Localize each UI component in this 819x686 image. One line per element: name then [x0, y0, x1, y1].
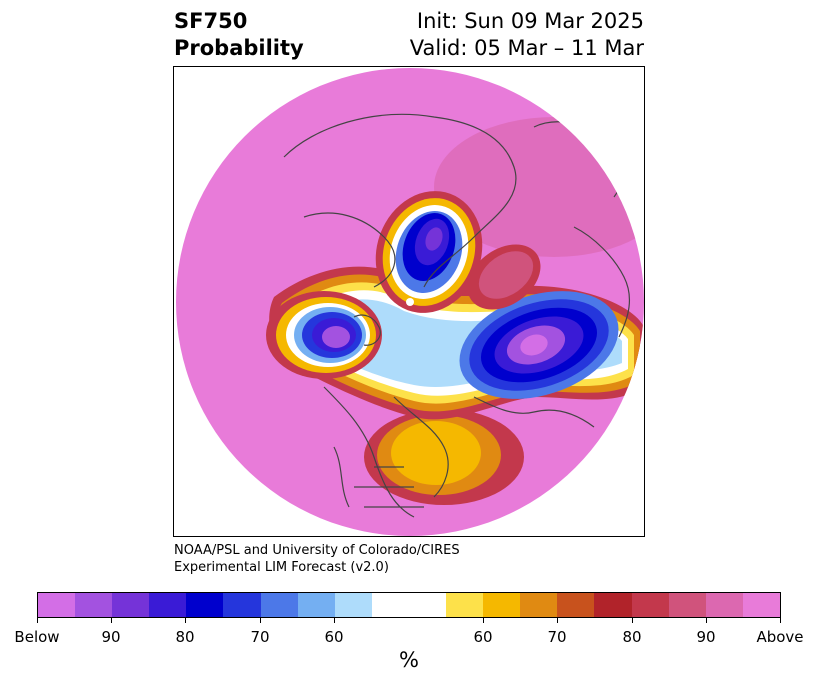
colorbar-swatch [446, 593, 484, 617]
north-pole-marker [406, 298, 414, 306]
colorbar-tick-mark [557, 618, 558, 623]
colorbar-swatch [408, 593, 447, 617]
valid-dates: Valid: 05 Mar – 11 Mar [409, 36, 644, 60]
colorbar-tick-mark [780, 618, 781, 623]
colorbar-swatch [149, 593, 187, 617]
colorbar-tick-mark [37, 618, 38, 623]
colorbar-swatch [260, 593, 298, 617]
colorbar-swatch [223, 593, 261, 617]
colorbar-swatch [371, 593, 409, 617]
colorbar-swatch [334, 593, 372, 617]
colorbar-swatch [631, 593, 669, 617]
credit-line-1: NOAA/PSL and University of Colorado/CIRE… [174, 543, 460, 558]
colorbar-swatch [705, 593, 743, 617]
colorbar-label: 70 [250, 628, 270, 646]
init-date: Init: Sun 09 Mar 2025 [416, 9, 644, 33]
credit-line-2: Experimental LIM Forecast (v2.0) [174, 560, 389, 575]
colorbar-swatch [594, 593, 632, 617]
colorbar-unit: % [399, 648, 419, 672]
below-region-arctic [375, 191, 483, 313]
colorbar-swatch [742, 593, 780, 617]
colorbar-label: 60 [324, 628, 344, 646]
colorbar-label: 70 [547, 628, 567, 646]
colorbar-swatch [112, 593, 150, 617]
forecast-dates: Init: Sun 09 Mar 2025 Valid: 05 Mar – 11… [410, 8, 644, 62]
colorbar-swatch [38, 593, 76, 617]
colorbar-tick-mark [260, 618, 261, 623]
colorbar-swatch [483, 593, 521, 617]
colorbar-tick-mark [111, 618, 112, 623]
colorbar-swatch [557, 593, 595, 617]
colorbar-swatch [75, 593, 113, 617]
colorbar-swatch [297, 593, 335, 617]
colorbar-tick-mark [185, 618, 186, 623]
colorbar-label: 60 [473, 628, 493, 646]
below-region-eurasia [459, 291, 619, 399]
probability-map [173, 66, 645, 537]
above-region-center [467, 244, 541, 310]
colorbar-swatch [520, 593, 558, 617]
title-type: Probability [174, 36, 304, 60]
colorbar-tick-mark [706, 618, 707, 623]
colorbar-tick-mark [334, 618, 335, 623]
colorbar-swatch [668, 593, 706, 617]
credit-text: NOAA/PSL and University of Colorado/CIRE… [174, 542, 460, 576]
warm-region-east [364, 409, 524, 505]
colorbar [37, 592, 781, 618]
map-title: SF750 Probability [174, 8, 304, 62]
colorbar-tick-mark [632, 618, 633, 623]
colorbar-label: Above [756, 628, 804, 646]
colorbar-label: 90 [696, 628, 716, 646]
colorbar-label: Below [14, 628, 60, 646]
colorbar-label: 80 [622, 628, 642, 646]
title-variable: SF750 [174, 9, 248, 33]
probability-field [176, 68, 644, 536]
below-region-pacific [266, 291, 382, 379]
colorbar-swatch [186, 593, 224, 617]
colorbar-label: 90 [101, 628, 121, 646]
colorbar-tick-mark [483, 618, 484, 623]
polar-map-svg [176, 68, 644, 536]
colorbar-label: 80 [175, 628, 195, 646]
